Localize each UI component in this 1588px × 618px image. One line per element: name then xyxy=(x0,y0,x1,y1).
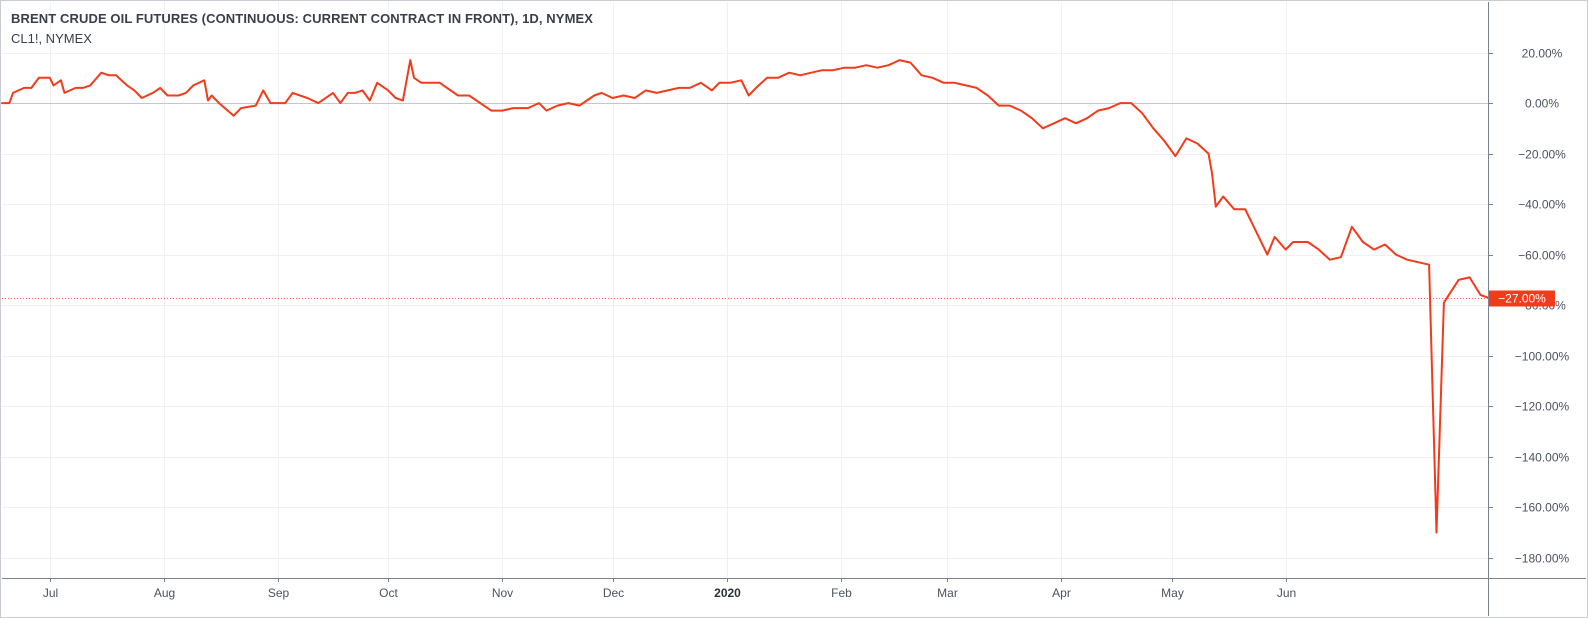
x-axis: Jul Aug Sep Oct Nov Dec 2020 Feb Mar Apr May Jun xyxy=(43,578,1296,600)
y-tick-label: −60.00% xyxy=(1518,249,1566,263)
chart-subtitle: CL1!, NYMEX xyxy=(11,31,92,46)
x-tick-label: Mar xyxy=(937,586,958,600)
y-tick-label: −180.00% xyxy=(1515,552,1570,566)
last-value-label: −27.00% xyxy=(1489,290,1555,307)
y-axis: 20.00%0.00%−20.00%−40.00%−60.00%−80.00%−… xyxy=(1488,47,1570,566)
y-tick-label: −100.00% xyxy=(1515,350,1570,364)
x-tick-label: 2020 xyxy=(714,586,741,600)
x-tick-label: Sep xyxy=(268,586,290,600)
x-tick-label: Oct xyxy=(379,586,398,600)
x-tick-label: Apr xyxy=(1052,586,1071,600)
chart-title: BRENT CRUDE OIL FUTURES (CONTINUOUS: CUR… xyxy=(11,11,594,26)
x-tick-label: Jun xyxy=(1277,586,1296,600)
x-tick-label: Nov xyxy=(492,586,513,600)
y-tick-label: −160.00% xyxy=(1515,501,1570,515)
y-tick-label: −140.00% xyxy=(1515,451,1570,465)
x-tick-label: Feb xyxy=(831,586,852,600)
y-tick-label: 20.00% xyxy=(1522,47,1563,61)
x-tick-label: Dec xyxy=(603,586,624,600)
reference-lines xyxy=(2,103,1488,299)
series-line xyxy=(1,59,1489,534)
last-value-label-text: −27.00% xyxy=(1498,292,1546,306)
y-tick-label: −40.00% xyxy=(1518,198,1566,212)
x-tick-label: May xyxy=(1161,586,1184,600)
grid-lines xyxy=(2,2,1488,578)
last-value-labels: −27.00% xyxy=(1489,290,1555,307)
x-tick-label: Jul xyxy=(43,586,58,600)
y-tick-label: −20.00% xyxy=(1518,148,1566,162)
last-value-label-bg xyxy=(1489,290,1555,307)
x-tick-label: Aug xyxy=(154,586,175,600)
y-tick-label: 0.00% xyxy=(1525,97,1559,111)
series-lines xyxy=(1,59,1489,534)
y-tick-label: −120.00% xyxy=(1515,400,1570,414)
